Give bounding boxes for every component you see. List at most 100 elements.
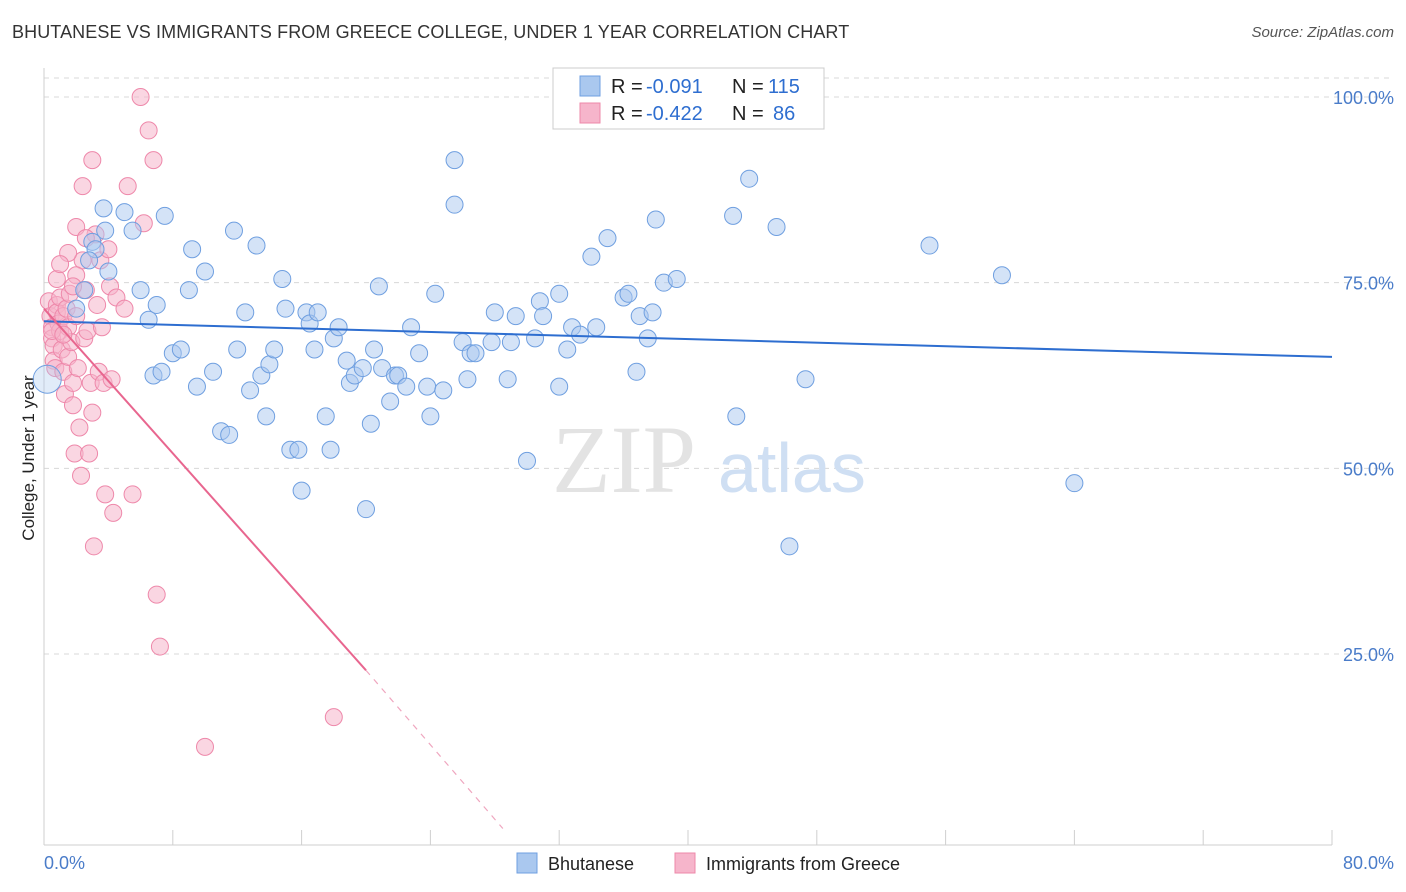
- series-legend: Bhutanese Immigrants from Greece: [516, 852, 900, 874]
- bhutanese-point: [204, 362, 223, 381]
- bhutanese-point: [99, 262, 118, 281]
- bhutanese-point: [724, 206, 743, 225]
- bhutanese-point: [445, 195, 464, 214]
- bhutanese-trend-line: [43, 320, 1333, 358]
- bhutanese-point: [75, 281, 94, 300]
- y-tick-labels: 100.0% 75.0% 50.0% 25.0%: [1333, 88, 1394, 665]
- x-tick-label-min: 0.0%: [44, 853, 85, 873]
- legend-n-value-2: 86: [773, 103, 795, 125]
- greece-point: [70, 418, 89, 437]
- bhutanese-point: [247, 236, 266, 255]
- greece-point: [196, 737, 214, 756]
- bhutanese-point: [619, 284, 638, 303]
- bhutanese-point: [458, 370, 477, 389]
- greece-trend-line-extension: [365, 669, 504, 829]
- bhutanese-point: [369, 277, 388, 296]
- greece-point: [54, 325, 73, 344]
- bhutanese-point: [361, 414, 380, 433]
- greece-point: [139, 121, 158, 140]
- bhutanese-point: [236, 303, 255, 322]
- greece-point: [115, 299, 134, 318]
- bhutanese-point: [558, 340, 577, 359]
- bottom-legend-swatch-bhutanese: [516, 852, 538, 874]
- x-ticks: [43, 830, 1333, 845]
- greece-point: [83, 403, 102, 422]
- grid-lines: [44, 77, 1394, 655]
- bhutanese-point: [381, 392, 400, 411]
- bhutanese-point: [316, 407, 335, 426]
- bhutanese-point: [482, 333, 501, 352]
- bhutanese-point: [155, 206, 174, 225]
- greece-point: [144, 151, 163, 170]
- greece-point: [123, 485, 142, 504]
- bhutanese-point: [329, 318, 348, 337]
- y-axis-label: College, Under 1 year: [19, 375, 38, 541]
- source-credit: Source: ZipAtlas.com: [1251, 24, 1394, 41]
- watermark-zip: ZIP: [552, 406, 696, 513]
- chart-title: BHUTANESE VS IMMIGRANTS FROM GREECE COLL…: [12, 22, 850, 42]
- greece-point: [92, 318, 111, 337]
- bhutanese-point: [646, 210, 665, 229]
- bhutanese-point: [397, 377, 416, 396]
- bhutanese-point: [196, 262, 214, 281]
- bhutanese-point: [152, 362, 171, 381]
- bhutanese-point: [257, 407, 276, 426]
- legend-n-label-2: N =: [732, 103, 764, 125]
- greece-point: [83, 151, 102, 170]
- y-tick-label: 100.0%: [1333, 88, 1394, 108]
- bhutanese-point: [466, 344, 485, 363]
- bhutanese-point: [123, 221, 142, 240]
- greece-point: [47, 269, 66, 288]
- greece-point: [102, 370, 121, 389]
- bhutanese-point: [321, 440, 340, 459]
- greece-point: [73, 177, 92, 196]
- bhutanese-point: [94, 199, 113, 218]
- bhutanese-point: [402, 318, 421, 337]
- greece-point: [324, 708, 343, 727]
- bhutanese-point: [171, 340, 190, 359]
- bhutanese-point: [506, 307, 525, 326]
- bhutanese-point: [273, 269, 292, 288]
- bhutanese-point: [534, 307, 553, 326]
- bhutanese-point: [796, 370, 815, 389]
- bhutanese-point: [421, 407, 440, 426]
- stats-legend: R = -0.091 N = 115 R = -0.422 N = 86: [552, 67, 825, 130]
- y-tick-label: 50.0%: [1343, 459, 1394, 479]
- bhutanese-point: [426, 284, 445, 303]
- bhutanese-point: [767, 217, 786, 236]
- bhutanese-point: [727, 407, 746, 426]
- bhutanese-point: [292, 481, 311, 500]
- y-tick-label: 25.0%: [1343, 645, 1394, 665]
- greece-point: [147, 585, 166, 604]
- x-tick-label-max: 80.0%: [1343, 853, 1394, 873]
- bhutanese-point: [582, 247, 601, 266]
- bhutanese-point: [498, 370, 517, 389]
- bhutanese-point: [265, 340, 284, 359]
- bhutanese-point: [365, 340, 384, 359]
- watermark: ZIP atlas: [552, 406, 866, 513]
- greece-point: [104, 503, 123, 522]
- greece-point: [63, 396, 82, 415]
- series-bhutanese: [67, 151, 1084, 556]
- greece-point: [68, 359, 87, 378]
- legend-r-value-2: -0.422: [646, 103, 703, 125]
- greece-point: [84, 537, 103, 556]
- greece-point: [150, 637, 169, 656]
- bhutanese-point: [550, 284, 569, 303]
- bhutanese-point: [518, 451, 536, 470]
- legend-n-label-1: N =: [732, 76, 764, 98]
- bhutanese-cluster-point: [32, 364, 62, 394]
- greece-trend-line: [43, 307, 367, 672]
- bhutanese-point: [530, 292, 549, 311]
- legend-r-label-2: R =: [611, 103, 643, 125]
- bhutanese-point: [220, 425, 239, 444]
- legend-swatch-bhutanese: [579, 75, 601, 97]
- bhutanese-point: [780, 537, 799, 556]
- greece-point: [88, 295, 107, 314]
- bhutanese-point: [627, 362, 646, 381]
- bhutanese-point: [418, 377, 437, 396]
- bhutanese-point: [305, 340, 324, 359]
- bhutanese-point: [920, 236, 939, 255]
- y-tick-label: 75.0%: [1343, 274, 1394, 294]
